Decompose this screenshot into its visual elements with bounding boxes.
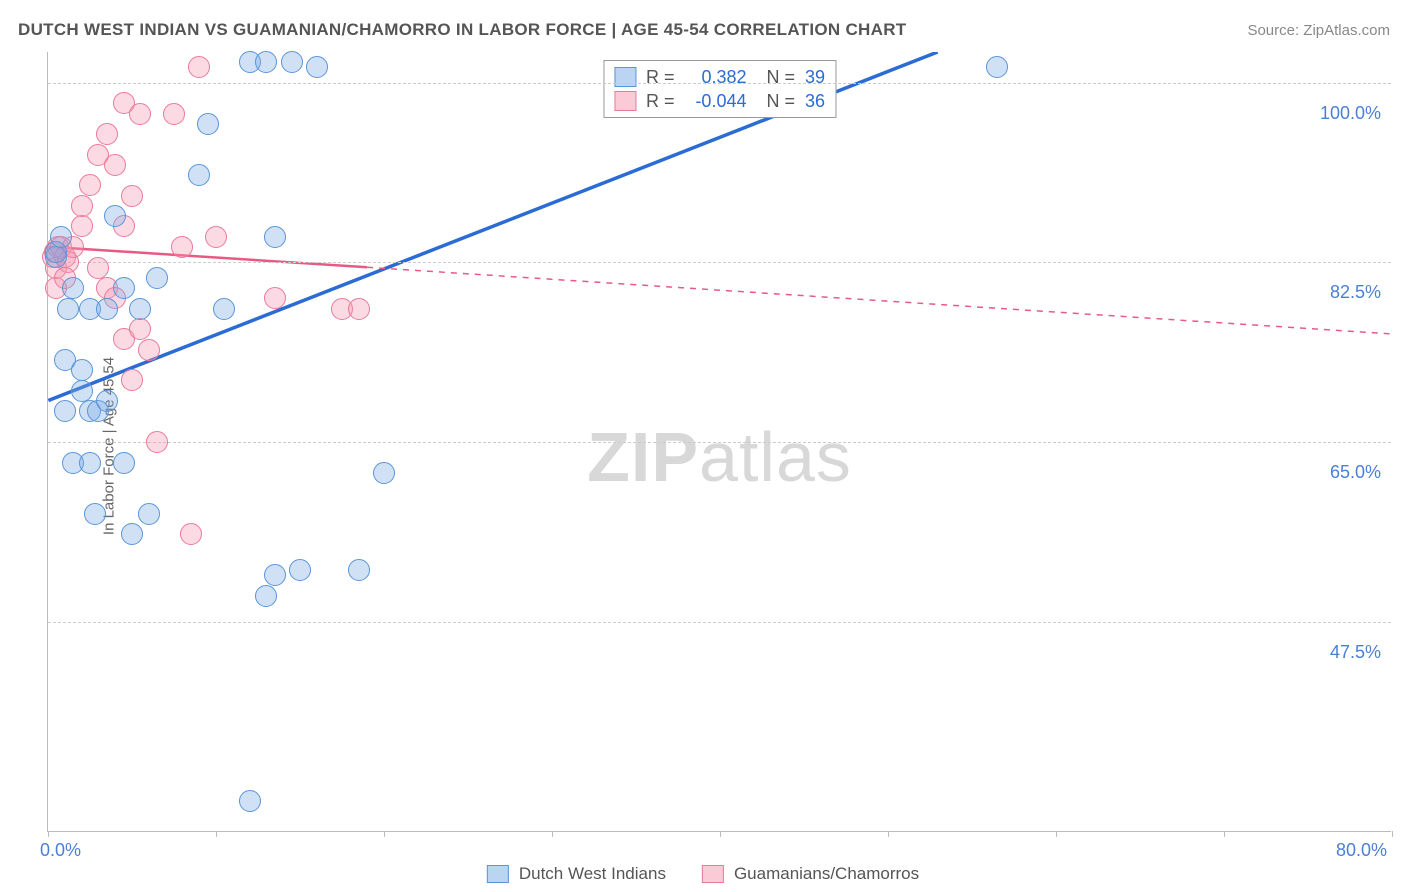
- x-axis-max-label: 80.0%: [1336, 840, 1387, 861]
- x-tick: [48, 831, 49, 837]
- y-tick-label: 47.5%: [1330, 642, 1381, 663]
- data-point: [121, 185, 143, 207]
- data-point: [96, 390, 118, 412]
- data-point: [188, 164, 210, 186]
- data-point: [57, 298, 79, 320]
- data-point: [197, 113, 219, 135]
- data-point: [129, 298, 151, 320]
- watermark: ZIPatlas: [587, 417, 852, 497]
- data-point: [138, 503, 160, 525]
- data-point: [84, 503, 106, 525]
- data-point: [121, 369, 143, 391]
- trend-line: [367, 267, 1390, 334]
- data-point: [348, 298, 370, 320]
- data-point: [71, 215, 93, 237]
- swatch-pink: [614, 91, 636, 111]
- data-point: [146, 431, 168, 453]
- x-tick: [384, 831, 385, 837]
- data-point: [71, 359, 93, 381]
- y-tick-label: 65.0%: [1330, 462, 1381, 483]
- swatch-blue: [614, 67, 636, 87]
- grid-line: [48, 442, 1391, 443]
- data-point: [281, 51, 303, 73]
- data-point: [96, 123, 118, 145]
- data-point: [79, 174, 101, 196]
- x-tick: [216, 831, 217, 837]
- data-point: [113, 452, 135, 474]
- data-point: [96, 298, 118, 320]
- data-point: [373, 462, 395, 484]
- legend-label-blue: Dutch West Indians: [519, 864, 666, 884]
- y-tick-label: 100.0%: [1320, 103, 1381, 124]
- swatch-pink: [702, 865, 724, 883]
- data-point: [264, 287, 286, 309]
- data-point: [87, 257, 109, 279]
- data-point: [113, 277, 135, 299]
- data-point: [129, 318, 151, 340]
- r-label: R =: [646, 67, 675, 88]
- grid-line: [48, 83, 1391, 84]
- data-point: [146, 267, 168, 289]
- data-point: [171, 236, 193, 258]
- x-tick: [552, 831, 553, 837]
- n-label: N =: [766, 67, 795, 88]
- n-value-blue: 39: [805, 67, 825, 88]
- data-point: [54, 400, 76, 422]
- data-point: [188, 56, 210, 78]
- plot-area: ZIPatlas R = 0.382 N = 39 R = -0.044 N =…: [47, 52, 1391, 832]
- data-point: [71, 195, 93, 217]
- data-point: [79, 452, 101, 474]
- grid-line: [48, 262, 1391, 263]
- x-axis-min-label: 0.0%: [40, 840, 81, 861]
- x-tick: [1056, 831, 1057, 837]
- data-point: [129, 103, 151, 125]
- legend-item-pink: Guamanians/Chamorros: [702, 864, 919, 884]
- grid-line: [48, 622, 1391, 623]
- chart-title: DUTCH WEST INDIAN VS GUAMANIAN/CHAMORRO …: [18, 20, 906, 40]
- data-point: [348, 559, 370, 581]
- legend-item-blue: Dutch West Indians: [487, 864, 666, 884]
- x-tick: [888, 831, 889, 837]
- data-point: [255, 585, 277, 607]
- data-point: [180, 523, 202, 545]
- x-tick: [1392, 831, 1393, 837]
- source-attribution: Source: ZipAtlas.com: [1247, 22, 1390, 39]
- data-point: [50, 226, 72, 248]
- chart-container: DUTCH WEST INDIAN VS GUAMANIAN/CHAMORRO …: [0, 0, 1406, 892]
- x-tick: [1224, 831, 1225, 837]
- watermark-light: atlas: [699, 418, 852, 496]
- series-legend: Dutch West Indians Guamanians/Chamorros: [487, 864, 919, 884]
- correlation-legend: R = 0.382 N = 39 R = -0.044 N = 36: [603, 60, 836, 118]
- data-point: [289, 559, 311, 581]
- legend-label-pink: Guamanians/Chamorros: [734, 864, 919, 884]
- x-tick: [720, 831, 721, 837]
- correlation-row-pink: R = -0.044 N = 36: [614, 89, 825, 113]
- data-point: [306, 56, 328, 78]
- r-value-blue: 0.382: [684, 67, 746, 88]
- data-point: [104, 154, 126, 176]
- data-point: [205, 226, 227, 248]
- data-point: [71, 380, 93, 402]
- data-point: [138, 339, 160, 361]
- swatch-blue: [487, 865, 509, 883]
- data-point: [264, 564, 286, 586]
- data-point: [104, 205, 126, 227]
- data-point: [239, 790, 261, 812]
- r-value-pink: -0.044: [684, 91, 746, 112]
- data-point: [213, 298, 235, 320]
- n-label: N =: [766, 91, 795, 112]
- data-point: [121, 523, 143, 545]
- data-point: [163, 103, 185, 125]
- r-label: R =: [646, 91, 675, 112]
- data-point: [255, 51, 277, 73]
- correlation-row-blue: R = 0.382 N = 39: [614, 65, 825, 89]
- watermark-bold: ZIP: [587, 418, 699, 496]
- n-value-pink: 36: [805, 91, 825, 112]
- y-tick-label: 82.5%: [1330, 282, 1381, 303]
- data-point: [264, 226, 286, 248]
- data-point: [986, 56, 1008, 78]
- data-point: [62, 277, 84, 299]
